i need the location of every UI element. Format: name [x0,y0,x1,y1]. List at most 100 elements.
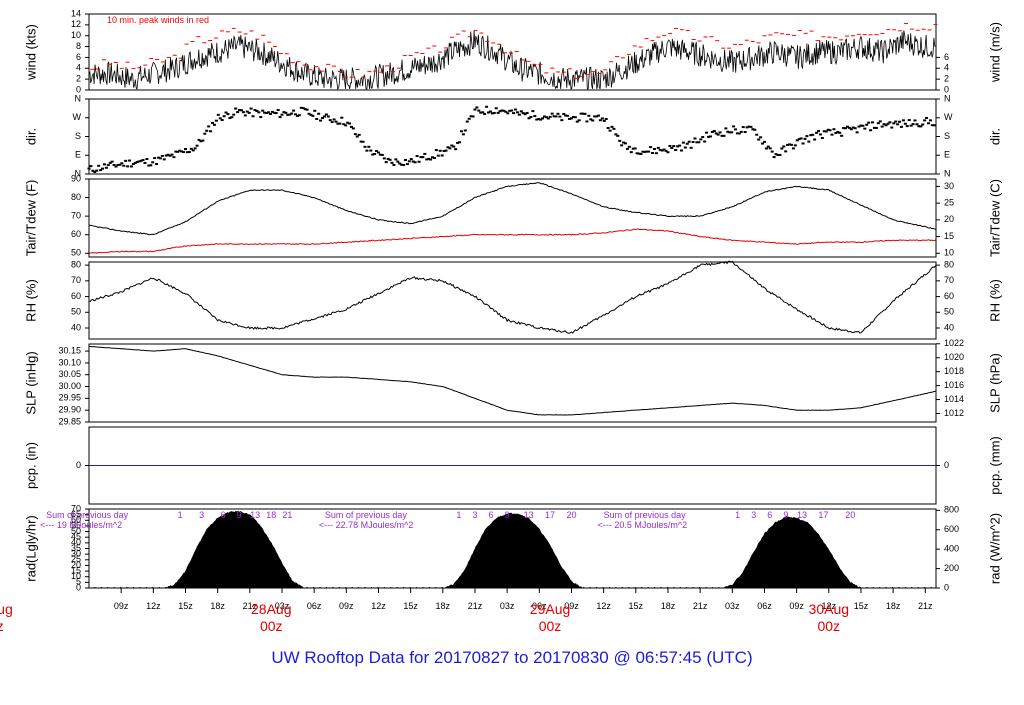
direction-point [608,129,612,132]
direction-point [521,112,525,115]
radiation-hour-mark: 6 [767,510,772,520]
direction-point [923,119,927,122]
direction-point [652,148,656,151]
radiation-night-dot [776,587,778,588]
direction-point [838,131,842,134]
radiation-tick-label-left: 15 [71,565,81,575]
radiation-night-dot [390,587,392,588]
direction-point [510,109,514,112]
radiation-night-dot [383,587,385,588]
direction-tick-label-left: N [75,93,82,103]
radiation-night-dot [255,587,257,588]
slp-ylabel-right: SLP (hPa) [987,353,1002,413]
rh-tick-label-left: 70 [71,275,81,285]
direction-point [326,115,330,118]
radiation-hour-mark: 9 [237,510,242,520]
direction-point [421,156,425,159]
direction-point [369,149,373,152]
radiation-night-dot [512,587,514,588]
direction-point [454,148,458,151]
radiation-night-dot [242,587,244,588]
direction-point [226,113,230,116]
direction-point [139,159,143,162]
wind-ylabel-left: wind (kts) [23,24,38,81]
radiation-night-dot [480,587,482,588]
direction-point [799,137,803,140]
direction-point [485,105,489,108]
direction-point [313,109,317,112]
direction-point [434,149,438,152]
radiation-night-dot [821,587,823,588]
direction-point [714,132,718,135]
temperature-panel [85,178,940,258]
x-axis-tick-label: 21z [693,601,708,611]
precip-ylabel-left: pcp. (in) [23,442,38,489]
radiation-hour-mark: 13 [524,510,534,520]
direction-point [448,147,452,150]
direction-point [894,120,898,123]
direction-point [170,153,174,156]
direction-point [874,126,878,129]
temperature-tick-label-right: 25 [944,198,954,208]
direction-point [676,145,680,148]
radiation-night-dot [139,587,141,588]
direction-point [122,164,126,167]
direction-point [791,147,795,150]
slp-tick-label-right: 1018 [944,366,964,376]
direction-point [882,123,886,126]
x-axis-tick-label: 18z [661,601,676,611]
temperature-tick-label-right: 15 [944,231,954,241]
direction-point [218,117,222,120]
wind-tick-label-right: 4 [944,63,949,73]
direction-point [674,149,678,152]
radiation-night-dot [911,587,913,588]
x-axis-tick-label: 09z [789,601,804,611]
radiation-night-dot [280,587,282,588]
direction-point [328,119,332,122]
direction-point [571,115,575,118]
direction-point [151,161,155,164]
direction-point [647,150,651,153]
radiation-night-dot [300,587,302,588]
direction-point [880,125,884,128]
direction-point [884,124,888,127]
radiation-night-dot [551,587,553,588]
direction-point [693,137,697,140]
direction-point [253,109,257,112]
direction-point [747,125,751,128]
direction-point [87,167,91,170]
slp-tick-label-left: 29.85 [58,416,81,426]
direction-point [423,152,427,155]
direction-point [651,152,655,155]
x-axis-tick-label: 12z [596,601,611,611]
direction-point [683,146,687,149]
direction-point [585,120,589,123]
radiation-night-dot [158,587,160,588]
slp-tick-label-left: 30.15 [58,345,81,355]
day-label: 29Aug [530,601,570,617]
radiation-panel [85,508,940,589]
x-axis-tick-label: 12z [822,601,837,611]
direction-point [670,147,674,150]
direction-point [288,113,292,116]
radiation-night-dot [795,587,797,588]
direction-point [548,115,552,118]
direction-point [135,160,139,163]
direction-point [562,112,566,115]
temperature-tick-label-right: 10 [944,248,954,258]
direction-point [317,112,321,115]
direction-point [257,111,261,114]
direction-point [710,130,714,133]
direction-point [909,124,913,127]
radiation-night-dot [126,587,128,588]
direction-point [679,149,683,152]
direction-point [865,123,869,126]
temperature-ylabel-right: Tair/Tdew (C) [987,179,1002,257]
radiation-night-dot [441,587,443,588]
wind-panel [85,13,940,91]
direction-point [761,142,765,145]
rh-tick-label-right: 40 [944,322,954,332]
direction-point [479,111,483,114]
direction-point [431,156,435,159]
